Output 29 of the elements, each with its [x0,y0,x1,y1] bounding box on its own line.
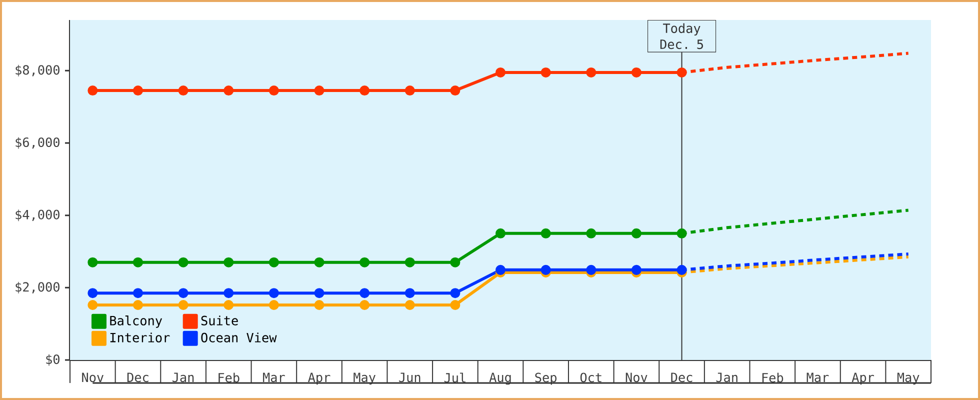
x-tick-label: Mar [263,372,285,382]
x-tick-label: Feb [762,372,784,383]
legend-label: Ocean View [201,332,277,342]
x-tick-label: Aug [489,372,511,385]
x-tick-label: May [897,372,920,385]
x-tick-label: Sep [535,372,556,385]
x-tick-label: Dec [127,372,148,382]
y-tick-label: $8,000 [16,64,60,76]
x-tick-label: Jun [399,372,420,382]
x-tick-label: Jul [444,372,466,383]
x-tick-label: Dec [671,372,692,382]
x-tick-label: Apr [852,372,874,385]
y-tick-label: $4,000 [16,210,60,222]
legend-label: Suite [201,316,238,326]
legend-label: Balcony [110,316,162,328]
x-tick-label: Mar [806,372,829,382]
x-tick-label: May [354,372,376,385]
y-tick-label: $0 [46,354,60,366]
x-tick-label: Nov [626,372,648,382]
legend-label: Interior [110,332,170,342]
x-tick-label: Jan [716,372,738,382]
x-tick-label: Nov [82,372,104,382]
x-tick-label: Apr [308,372,330,385]
annotation: Today Dec. 5 [660,23,703,50]
x-tick-label: Feb [218,372,240,383]
x-tick-label: Jan [172,372,194,382]
x-tick-label: Oct [580,372,602,382]
y-tick-label: $2,000 [16,282,60,294]
y-tick-label: $6,000 [16,137,60,149]
